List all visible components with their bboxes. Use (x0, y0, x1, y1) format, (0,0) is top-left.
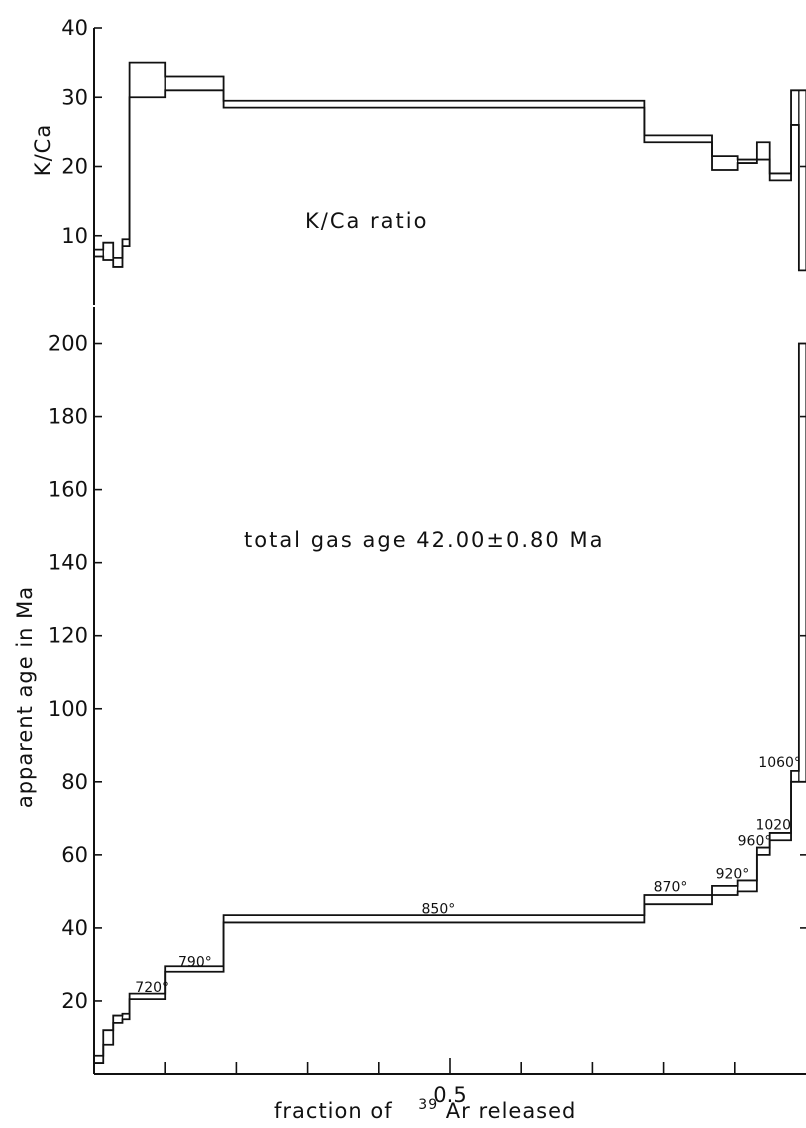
y-tick-label: 120 (48, 624, 88, 648)
temperature-labels: 720° 790° 850° 870° 920° 960°1020 1060° (135, 755, 801, 996)
temperature-label: 960° (738, 834, 772, 850)
temperature-label: 720° (135, 980, 169, 996)
step-box (711, 885, 739, 896)
step-box (93, 249, 104, 258)
y-tick-label: 30 (61, 85, 88, 109)
kca-ratio-annotation: K/Ca ratio (305, 209, 428, 233)
temperature-label: 850° (422, 901, 456, 917)
step-box (112, 257, 124, 268)
kca-axes: 10 20 30 40 (61, 16, 806, 305)
temperature-label: 1020 (755, 817, 791, 833)
y-tick-label: 20 (61, 989, 88, 1013)
temperature-label: 790° (178, 954, 212, 970)
step-box (798, 89, 806, 271)
step-box (798, 342, 806, 783)
step-box (643, 134, 713, 143)
step-box (112, 1014, 124, 1024)
kca-y-axis-title: K/Ca (31, 124, 55, 176)
step-box (102, 1029, 114, 1046)
step-box (756, 141, 771, 161)
step-upper-envelope (94, 61, 806, 259)
step-box (222, 100, 645, 109)
y-tick-label: 60 (61, 843, 88, 867)
y-tick-label: 20 (61, 155, 88, 179)
y-tick-label: 40 (61, 16, 88, 40)
age-y-axis-title: apparent age in Ma (13, 586, 37, 808)
step-box (93, 1055, 104, 1064)
kca-panel: 10 20 30 40 K/Ca K/Ca ratio (31, 16, 806, 305)
step-box (121, 238, 131, 247)
y-tick-label: 80 (61, 770, 88, 794)
y-tick-label: 40 (61, 916, 88, 940)
step-box (769, 832, 792, 841)
temperature-label: 1060° (758, 755, 801, 771)
step-upper-envelope (94, 342, 806, 1057)
step-box (769, 172, 792, 181)
y-tick-label: 140 (48, 551, 88, 575)
step-box (643, 894, 713, 905)
x-axis-title: fraction of 39 Ar released (274, 1090, 576, 1123)
y-tick-label: 160 (48, 478, 88, 502)
step-lower-envelope (94, 89, 806, 272)
step-box (164, 75, 225, 91)
y-tick-label: 200 (48, 332, 88, 356)
age-steps (93, 342, 806, 1064)
kca-steps (93, 61, 806, 272)
step-box (711, 155, 739, 171)
temperature-label: 870° (654, 879, 688, 895)
step-lower-envelope (94, 780, 806, 1064)
step-box (102, 242, 114, 261)
age-panel: 20 40 60 80 100 120 140 160 180 200 0.5 720° 790° 85… (13, 307, 806, 1123)
y-tick-label: 10 (61, 224, 88, 248)
x-tick-label: 0.5 (433, 1083, 466, 1107)
step-box (790, 770, 800, 783)
step-box (129, 62, 166, 98)
total-gas-age-annotation: total gas age 42.00±0.80 Ma (244, 528, 604, 552)
x-axis-title-superscript: 39 (418, 1097, 438, 1113)
y-tick-label: 100 (48, 697, 88, 721)
y-tick-label: 180 (48, 405, 88, 429)
step-box (790, 89, 800, 126)
x-axis-title-main: Ar released (446, 1099, 577, 1123)
temperature-label: 920° (716, 867, 750, 883)
age-axes: 20 40 60 80 100 120 140 160 180 200 0.5 (48, 307, 806, 1107)
x-axis-title-prefix: fraction of (274, 1099, 393, 1123)
